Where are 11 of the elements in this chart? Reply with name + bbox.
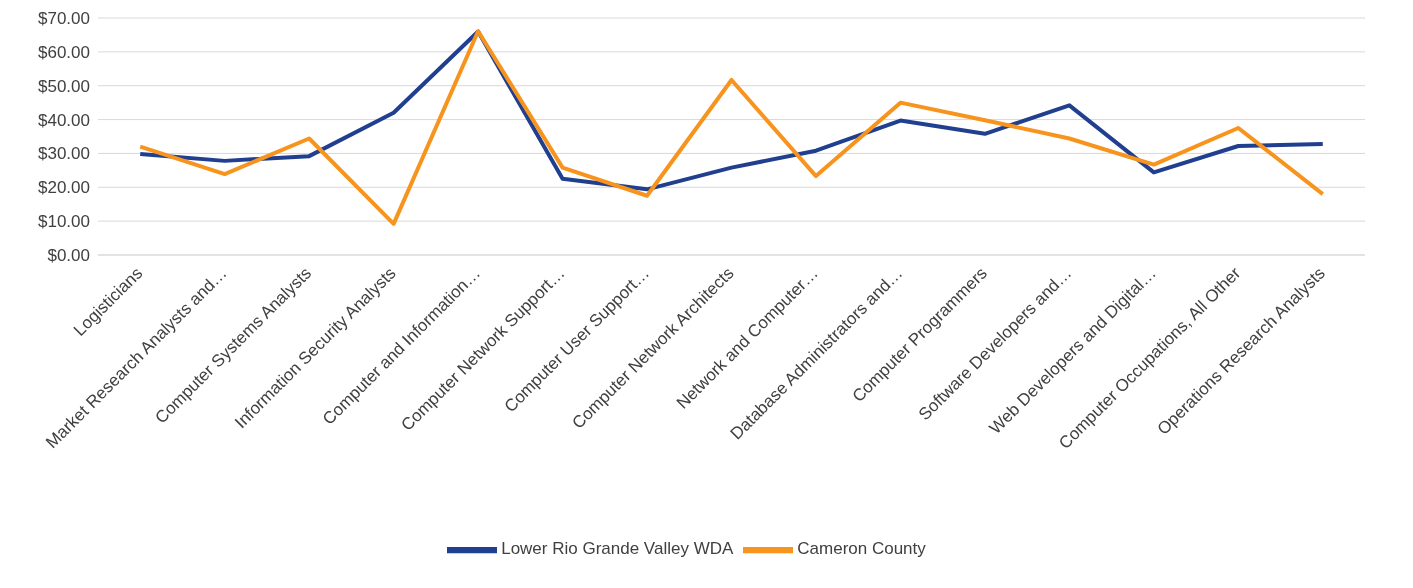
line-series <box>138 29 1325 226</box>
legend-label: Lower Rio Grande Valley WDA <box>501 539 734 559</box>
y-tick-label: $50.00 <box>38 76 90 96</box>
legend-label: Cameron County <box>797 539 926 559</box>
y-tick-label: $10.00 <box>38 212 90 232</box>
y-tick-label: $40.00 <box>38 110 90 130</box>
y-tick-label: $20.00 <box>38 178 90 198</box>
y-tick-label: $30.00 <box>38 144 90 164</box>
y-tick-label: $0.00 <box>47 246 90 266</box>
y-tick-label: $60.00 <box>38 42 90 62</box>
y-tick-label: $70.00 <box>38 9 90 29</box>
